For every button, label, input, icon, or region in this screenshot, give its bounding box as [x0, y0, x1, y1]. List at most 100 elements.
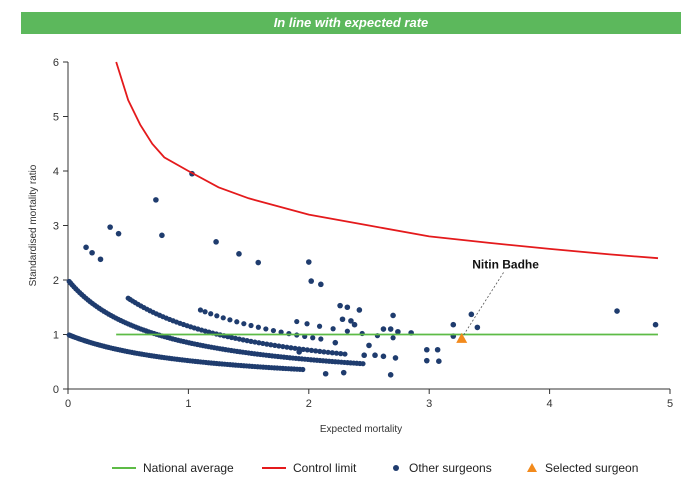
x-tick-label: 5 — [667, 398, 673, 410]
control-limit-line — [115, 61, 659, 260]
other-surgeon-point — [240, 337, 246, 343]
selected-surgeon-label: Nitin Badhe — [472, 257, 539, 271]
x-tick-label: 4 — [547, 398, 553, 410]
other-surgeon-point — [332, 339, 339, 346]
other-surgeon-point — [244, 338, 250, 344]
x-tick-label: 0 — [65, 398, 71, 410]
legend-label: National average — [143, 461, 234, 475]
x-axis-title: Expected mortality — [320, 424, 402, 435]
y-tick-label: 2 — [53, 275, 59, 287]
other-surgeon-point — [278, 329, 284, 335]
other-surgeon-point — [423, 346, 430, 353]
x-tick-label: 3 — [426, 398, 432, 410]
other-surgeon-point — [387, 372, 394, 378]
other-surgeon-point — [236, 251, 242, 257]
legend-label: Other surgeons — [409, 461, 492, 475]
other-surgeon-point — [351, 321, 358, 328]
other-surgeon-point — [322, 370, 329, 377]
other-surgeon-point — [338, 351, 344, 357]
other-surgeon-point — [333, 350, 340, 356]
other-surgeon-point — [306, 259, 312, 265]
other-surgeon-point — [366, 342, 372, 349]
other-surgeon-point — [344, 328, 350, 334]
other-surgeon-point — [356, 307, 363, 313]
other-surgeon-point — [313, 348, 319, 354]
other-surgeon-point — [330, 326, 336, 332]
other-surgeon-point — [339, 316, 346, 323]
other-surgeon-point — [159, 232, 165, 239]
other-surgeon-point — [321, 349, 327, 355]
other-surgeon-point — [361, 352, 367, 359]
y-axis-title: Standardised mortality ratio — [28, 164, 39, 286]
other-surgeon-point — [340, 369, 347, 376]
other-surgeons-series — [66, 170, 659, 378]
other-surgeon-point — [214, 313, 220, 319]
other-surgeon-point — [387, 326, 394, 332]
other-surgeon-point — [434, 346, 441, 353]
other-surgeon-point — [390, 312, 396, 319]
legend: National average Control limit Other surge… — [112, 461, 638, 475]
other-surgeon-point — [292, 345, 298, 351]
other-surgeon-point — [344, 304, 351, 311]
other-surgeon-point — [450, 321, 457, 328]
other-surgeon-point — [268, 342, 274, 348]
other-surgeon-point — [83, 244, 89, 251]
x-tick-label: 1 — [185, 398, 191, 410]
other-surgeon-point — [390, 335, 396, 341]
other-surgeon-point — [318, 281, 324, 288]
selected-surgeon-series: Nitin Badhe — [456, 257, 539, 343]
other-surgeon-point — [241, 321, 247, 327]
other-surgeon-point — [220, 315, 226, 321]
legend-swatch-triangle — [527, 463, 537, 472]
other-surgeon-point — [329, 350, 335, 356]
other-surgeon-point — [252, 339, 258, 345]
other-surgeon-point — [260, 340, 266, 347]
legend-label: Selected surgeon — [545, 461, 638, 475]
other-surgeon-point — [296, 349, 302, 355]
selected-surgeon-point — [456, 332, 468, 343]
other-surgeon-point — [395, 328, 401, 335]
other-surgeon-point — [264, 341, 270, 347]
other-surgeon-point — [392, 355, 399, 361]
other-surgeon-point — [308, 347, 315, 353]
other-surgeon-point — [372, 352, 378, 359]
other-surgeon-point — [232, 335, 239, 341]
other-surgeon-point — [310, 335, 316, 341]
chart-banner: In line with expected rate — [21, 12, 681, 34]
axes: 0 1 2 3 4 5 6 0 1 2 3 4 5 Expected mortality Standardi… — [28, 57, 673, 435]
other-surgeon-point — [234, 319, 240, 325]
other-surgeon-point — [380, 353, 387, 360]
other-surgeon-point — [153, 197, 159, 203]
other-surgeon-point — [255, 324, 261, 330]
other-surgeon-point — [300, 346, 306, 352]
other-surgeon-point — [202, 309, 208, 315]
other-surgeon-point — [248, 322, 254, 329]
other-surgeon-point — [256, 340, 262, 346]
other-surgeon-point — [107, 224, 113, 230]
y-tick-label: 6 — [53, 57, 59, 69]
other-surgeon-point — [337, 302, 343, 309]
legend-label: Control limit — [293, 461, 357, 475]
other-surgeon-point — [436, 358, 442, 365]
other-surgeon-point — [270, 327, 277, 334]
other-surgeon-point — [213, 239, 219, 245]
other-surgeon-point — [423, 357, 430, 364]
other-surgeon-point — [614, 308, 620, 314]
other-surgeon-point — [317, 348, 323, 354]
other-surgeon-point — [360, 361, 366, 367]
other-surgeon-point — [248, 338, 254, 344]
other-surgeon-point — [255, 259, 262, 266]
other-surgeon-point — [197, 307, 204, 313]
other-surgeon-point — [208, 311, 214, 317]
selected-surgeon-leader-line — [463, 272, 504, 336]
other-surgeon-point — [276, 343, 282, 349]
other-surgeon-point — [227, 317, 233, 323]
other-surgeon-point — [236, 336, 242, 342]
other-surgeon-point — [468, 311, 475, 318]
y-tick-label: 0 — [53, 384, 59, 396]
other-surgeon-point — [316, 323, 323, 329]
other-surgeon-point — [318, 336, 324, 342]
x-tick-label: 2 — [306, 398, 312, 410]
y-tick-label: 5 — [53, 112, 59, 124]
